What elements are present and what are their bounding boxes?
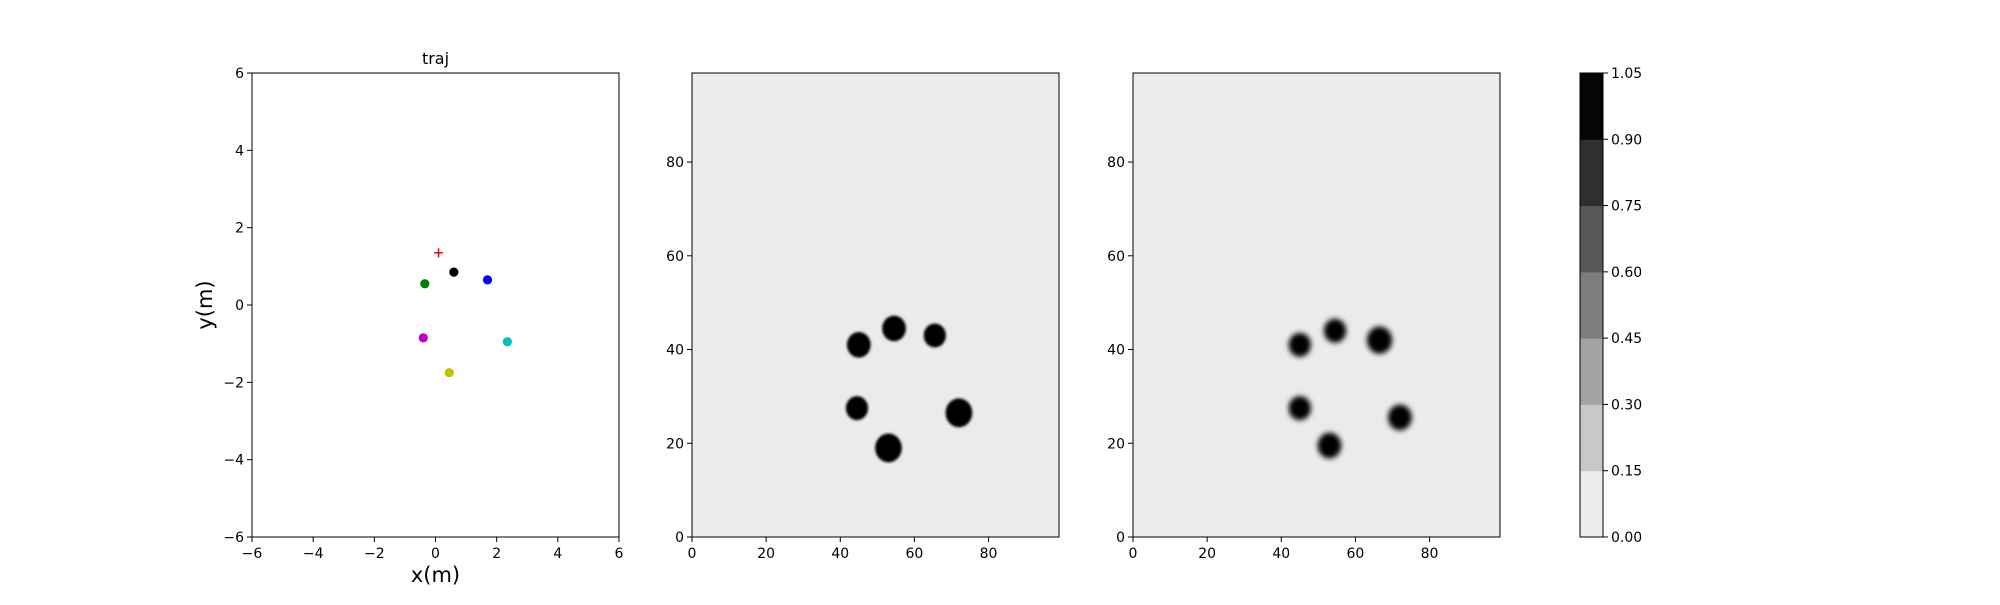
traj-panel: −6 −4 −2 0 2 4 6 −6 −4 −2 0 2 4 6 traj x(m) y(m) — [193, 49, 624, 587]
heatmap-2-blobs — [1288, 318, 1412, 459]
agent-point-1 — [482, 275, 493, 285]
colorbar-band — [1580, 404, 1603, 472]
colorbar-band — [1580, 73, 1603, 140]
colorbar-tick-label: 0.00 — [1611, 530, 1642, 546]
colorbar-band — [1580, 470, 1603, 538]
hm2-xtick-label: 60 — [1347, 546, 1365, 562]
traj-frame — [251, 72, 620, 538]
hm1-ytick-label: 40 — [666, 343, 684, 359]
colorbar-tick-label: 0.90 — [1611, 132, 1642, 148]
hm1-occupancy-blob — [923, 323, 946, 348]
traj-ytick-label: −4 — [223, 453, 244, 469]
hm2-xtick-label: 40 — [1272, 546, 1290, 562]
colorbar-band — [1580, 338, 1603, 405]
colorbar-tick-label: 0.30 — [1611, 397, 1642, 413]
hm2-ytick-label: 60 — [1107, 249, 1125, 265]
hm1-xtick-label: 40 — [831, 546, 849, 562]
traj-xtick-label: −6 — [242, 546, 263, 562]
colorbar-bands — [1580, 73, 1603, 538]
colorbar-band — [1580, 271, 1603, 339]
colorbar-band — [1580, 205, 1603, 273]
colorbar-tick-label: 0.45 — [1611, 331, 1642, 347]
hm2-occupancy-blob — [1323, 318, 1347, 343]
traj-xlabel: x(m) — [411, 563, 460, 587]
traj-xtick-label: −2 — [364, 546, 385, 562]
traj-plot-area — [252, 73, 619, 537]
heatmap-1-blobs — [845, 315, 973, 463]
hm2-ytick-label: 80 — [1107, 155, 1125, 171]
hm2-xtick-label: 20 — [1198, 546, 1216, 562]
hm2-occupancy-blob — [1366, 326, 1393, 354]
traj-ylabel: y(m) — [193, 280, 217, 329]
traj-xtick-label: −4 — [303, 546, 324, 562]
colorbar-tick-label: 1.05 — [1611, 66, 1642, 82]
traj-xtick-label: 6 — [615, 546, 624, 562]
hm2-ytick-label: 20 — [1107, 436, 1125, 452]
traj-ytick-label: 6 — [235, 66, 244, 82]
traj-ytick-label: −6 — [223, 530, 244, 546]
heatmap-2-ticks: 0 20 40 60 80 0 20 40 60 80 — [1107, 155, 1438, 562]
hm1-xtick-label: 0 — [688, 546, 697, 562]
agent-point-4 — [502, 337, 512, 347]
colorbar-band — [1580, 139, 1603, 207]
hm2-occupancy-blob — [1317, 432, 1342, 459]
hm1-ytick-label: 60 — [666, 249, 684, 265]
hm1-occupancy-blob — [846, 332, 871, 358]
heatmap-1-frame — [691, 72, 1060, 538]
colorbar-tick-label: 0.75 — [1611, 199, 1642, 215]
traj-marks — [418, 248, 512, 378]
hm1-occupancy-blob — [875, 433, 902, 463]
traj-ytick-label: 2 — [235, 221, 244, 237]
heatmap-1-ticks: 0 20 40 60 80 0 20 40 60 80 — [666, 155, 997, 562]
hm1-ytick-label: 20 — [666, 436, 684, 452]
agent-point-2 — [420, 279, 430, 289]
traj-ytick-label: 4 — [235, 143, 244, 159]
traj-xtick-label: 4 — [553, 546, 562, 562]
agent-point-5 — [444, 368, 454, 378]
hm1-xtick-label: 60 — [906, 546, 924, 562]
hm2-xtick-label: 0 — [1129, 546, 1138, 562]
hm1-occupancy-blob — [945, 398, 973, 428]
heatmap-2-background — [1133, 73, 1500, 537]
hm1-xtick-label: 80 — [980, 546, 998, 562]
traj-xtick-label: 0 — [431, 546, 440, 562]
traj-ytick-label: 0 — [235, 298, 244, 314]
traj-xtick-label: 2 — [492, 546, 501, 562]
hm2-occupancy-blob — [1388, 404, 1412, 431]
hm1-occupancy-blob — [845, 396, 869, 421]
colorbar-tick-label: 0.15 — [1611, 464, 1642, 480]
agent-point-0 — [449, 267, 459, 277]
heatmap-panel-1: 0 20 40 60 80 0 20 40 60 80 — [666, 72, 1060, 562]
hm1-xtick-label: 20 — [757, 546, 775, 562]
hm1-ytick-label: 80 — [666, 155, 684, 171]
hm2-occupancy-blob — [1288, 332, 1311, 357]
goal-plus-marker — [434, 248, 444, 258]
hm2-ytick-label: 40 — [1107, 343, 1125, 359]
hm1-ytick-label: 0 — [675, 530, 684, 546]
hm2-ytick-label: 0 — [1116, 530, 1125, 546]
hm2-occupancy-blob — [1288, 396, 1311, 421]
colorbar: 0.00 0.15 0.30 0.45 0.60 0.75 0.90 1.05 — [1579, 66, 1642, 546]
heatmap-1-background — [692, 73, 1059, 537]
colorbar-frame — [1579, 72, 1604, 538]
traj-title: traj — [422, 49, 449, 68]
heatmap-panel-2: 0 20 40 60 80 0 20 40 60 80 — [1107, 72, 1501, 562]
colorbar-ticks: 0.00 0.15 0.30 0.45 0.60 0.75 0.90 1.05 — [1603, 66, 1642, 546]
colorbar-tick-label: 0.60 — [1611, 265, 1642, 281]
traj-ytick-label: −2 — [223, 375, 244, 391]
hm1-occupancy-blob — [882, 315, 906, 342]
agent-point-3 — [418, 333, 428, 343]
heatmap-2-frame — [1132, 72, 1501, 538]
traj-ticks: −6 −4 −2 0 2 4 6 −6 −4 −2 0 2 4 6 — [223, 66, 623, 562]
hm2-xtick-label: 80 — [1421, 546, 1439, 562]
